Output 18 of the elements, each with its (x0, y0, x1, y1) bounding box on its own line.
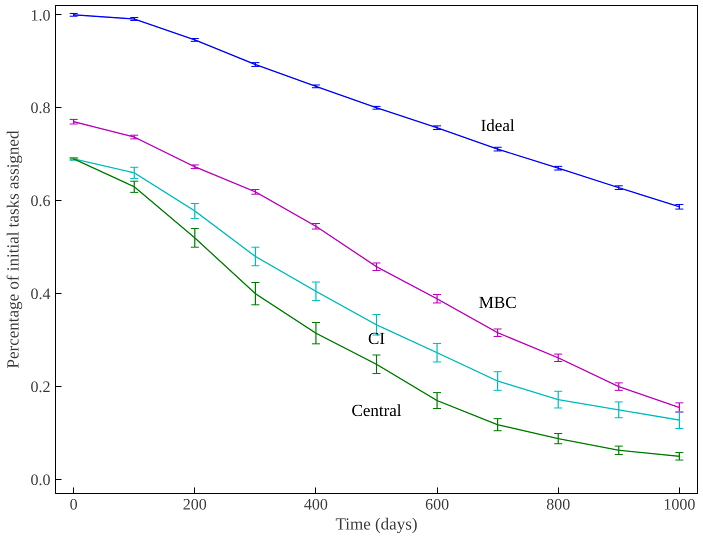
y-tick-label: 0.8 (30, 100, 50, 118)
series-label: Ideal (480, 116, 515, 136)
y-tick-label: 0.6 (30, 193, 50, 210)
x-tick-label: 1000 (663, 496, 696, 514)
y-tick-label: 0.0 (30, 472, 50, 490)
y-axis-title: Percentage of initial tasks assigned (4, 130, 22, 368)
x-tick-label: 600 (425, 496, 450, 514)
x-tick-label: 800 (546, 496, 570, 514)
y-tick-label: 0.2 (30, 379, 50, 396)
series-label: CI (368, 329, 386, 348)
x-tick-label: 400 (304, 496, 328, 514)
x-tick-label: 200 (182, 496, 207, 514)
x-axis-title: Time (days) (335, 514, 418, 534)
y-tick-label: 1.0 (30, 7, 50, 24)
series-label: Central (351, 401, 402, 420)
x-tick-label: 0 (70, 496, 78, 514)
series-label: MBC (478, 292, 517, 312)
y-tick-label: 0.4 (30, 286, 50, 304)
